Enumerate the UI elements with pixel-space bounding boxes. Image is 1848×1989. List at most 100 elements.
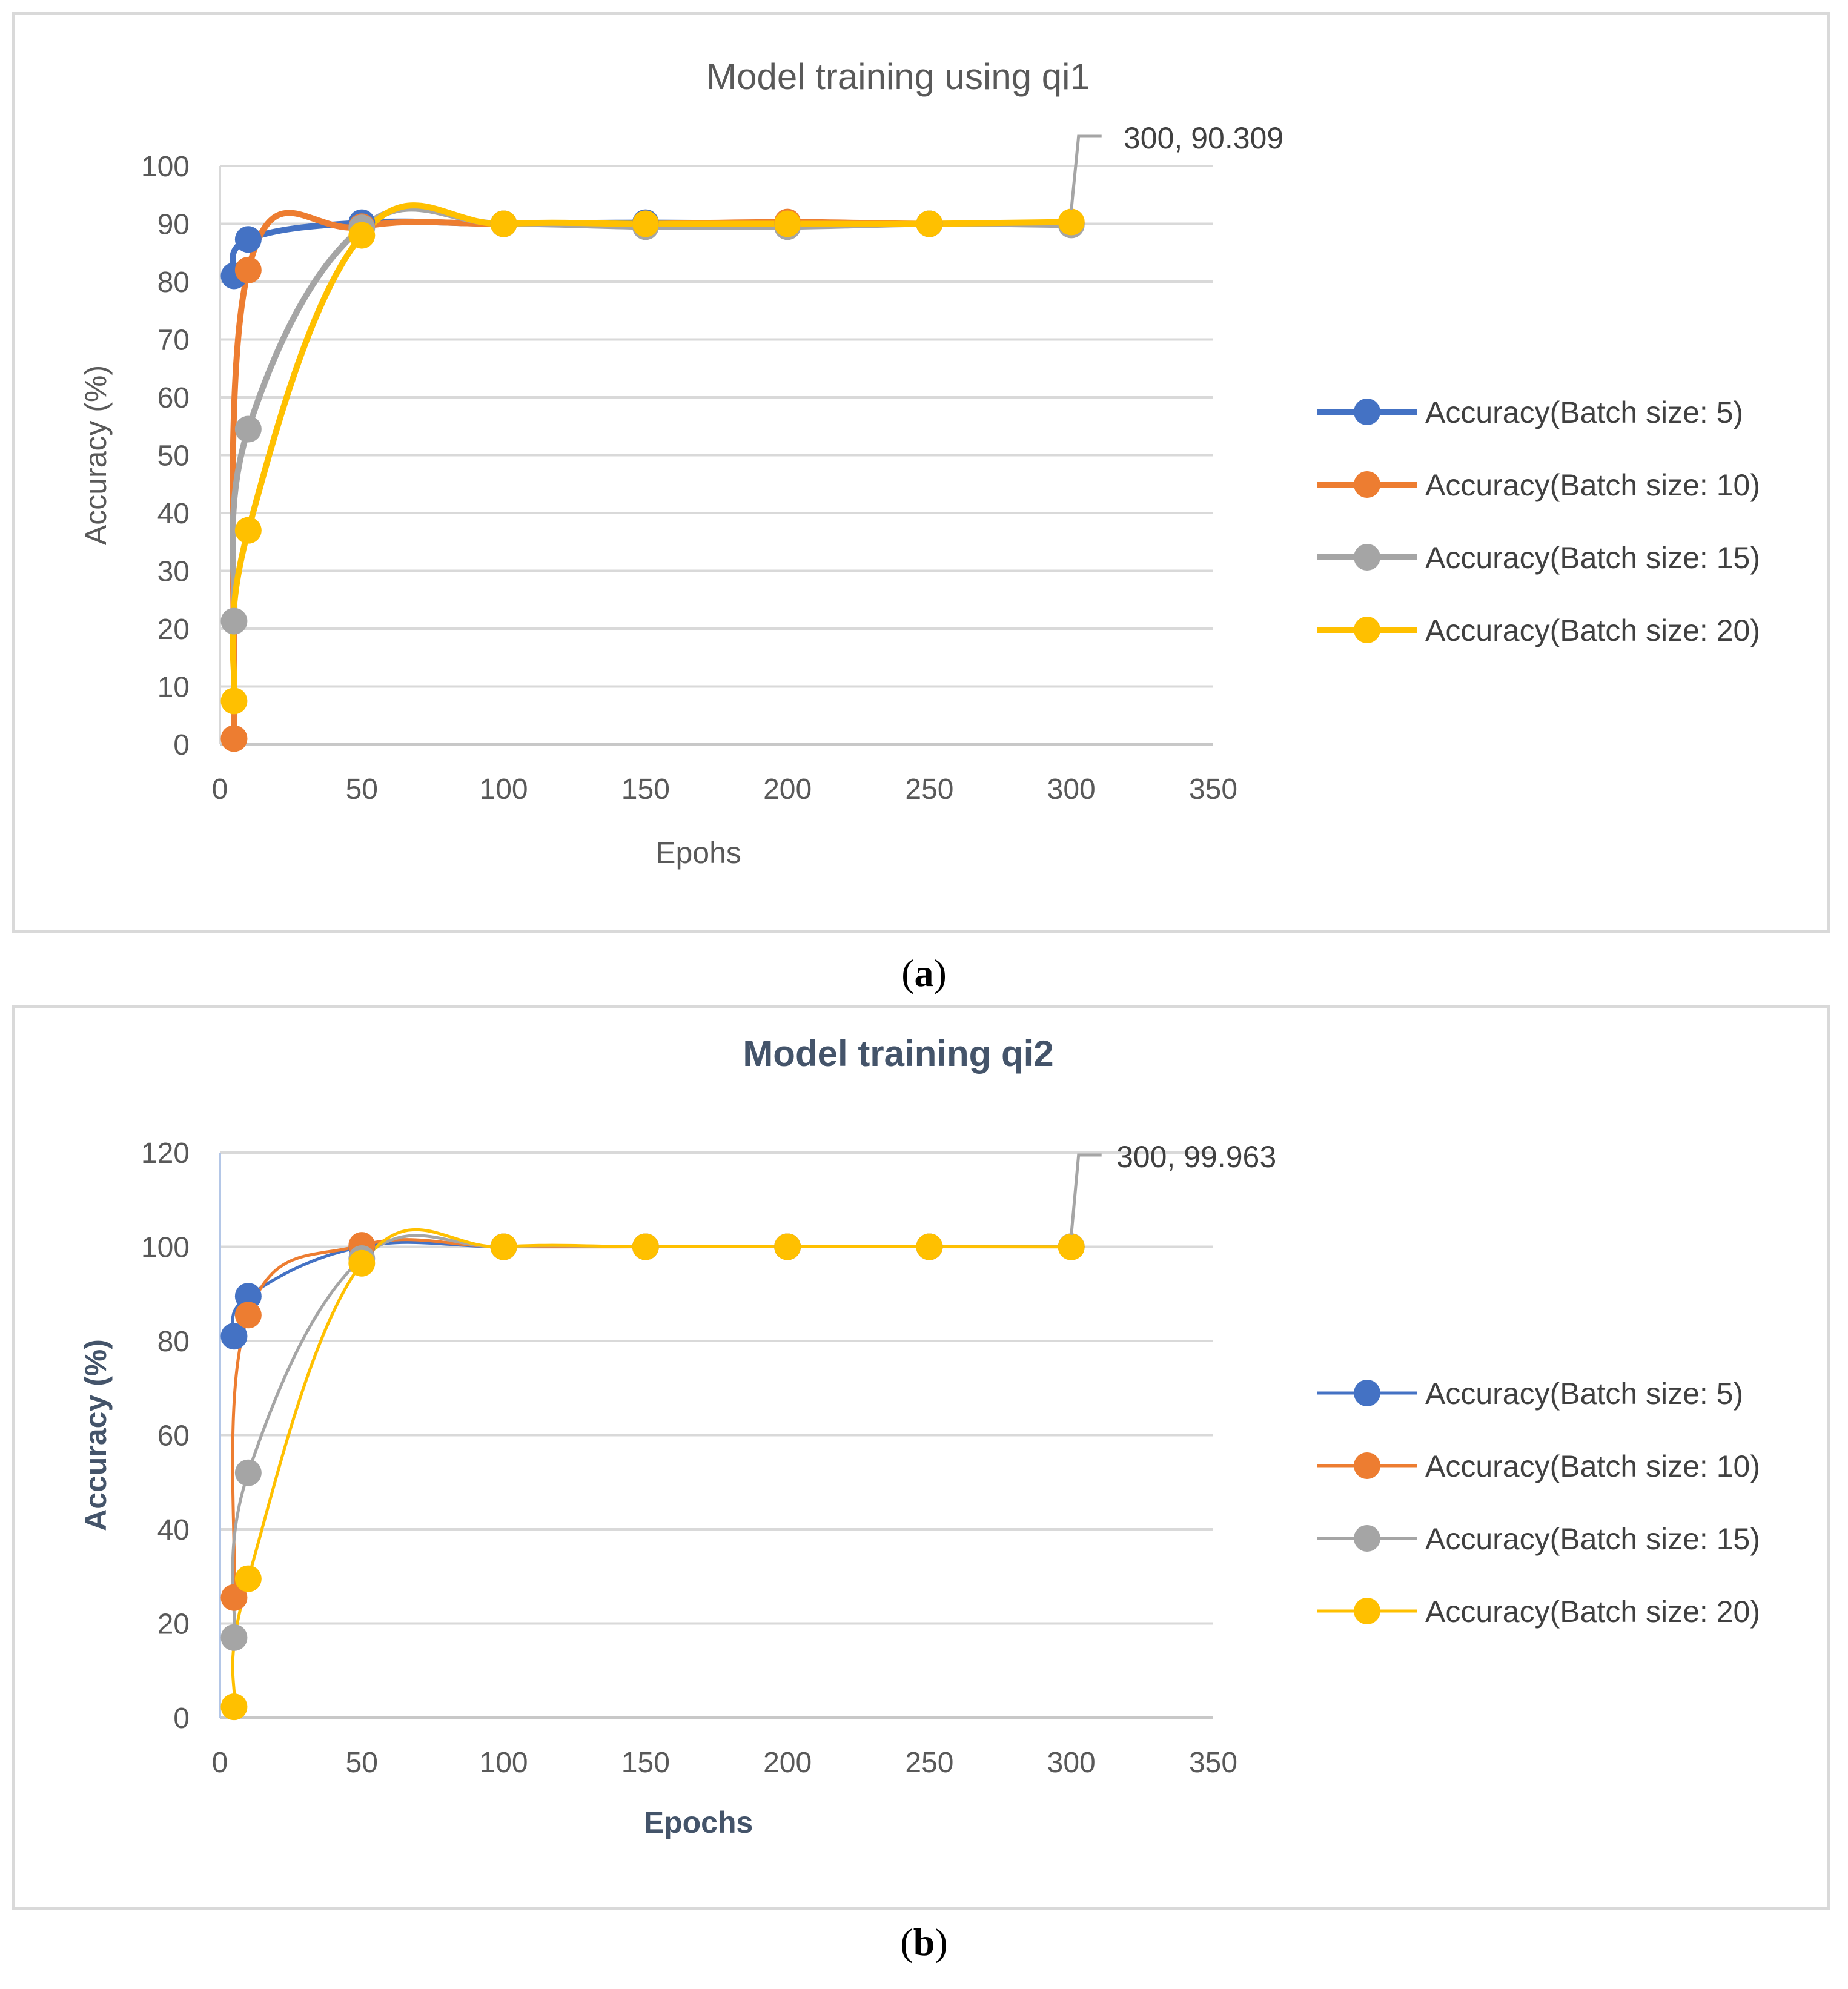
charta-legend-label: Accuracy(Batch size: 20) <box>1425 614 1760 647</box>
charta-data-point-s2 <box>220 725 248 752</box>
charta-x-axis-label: Epohs <box>655 836 741 870</box>
chartb-x-axis-label: Epochs <box>644 1805 753 1839</box>
chartb-data-point-s4 <box>774 1233 801 1260</box>
chartb-ytick-label: 100 <box>141 1232 190 1264</box>
charta-ytick-label: 0 <box>173 729 190 761</box>
chartb-legend-marker <box>1354 1380 1380 1406</box>
chartb-data-point-s4 <box>348 1249 376 1277</box>
chartb-ytick-label: 20 <box>157 1609 190 1641</box>
chartb-annotation-label: 300, 99.963 <box>1116 1140 1276 1174</box>
charta-ytick-label: 100 <box>141 151 190 183</box>
caption-b-open: ( <box>900 1921 913 1964</box>
chartb-series-line-3 <box>231 1234 1073 1640</box>
chartb-legend-label: Accuracy(Batch size: 15) <box>1425 1522 1760 1556</box>
charta-data-point-s4 <box>220 687 248 715</box>
charta-series-line-3 <box>230 205 1075 624</box>
charta-ytick-label: 60 <box>157 382 190 414</box>
charta-legend-label: Accuracy(Batch size: 5) <box>1425 395 1743 429</box>
charta-data-point-s3 <box>220 607 248 635</box>
charta-series-line-4 <box>230 202 1075 704</box>
chart-panel-b: Model training qi2 0 20 40 60 80 100 120 0 50 100 1… <box>12 1005 1830 1910</box>
chartb-data-point-s2 <box>220 1584 248 1611</box>
charta-xtick-label: 100 <box>480 773 528 806</box>
chartb-ytick-label: 120 <box>141 1137 190 1170</box>
charta-data-point-s4 <box>916 210 943 237</box>
charta-xtick-label: 150 <box>621 773 670 806</box>
chartb-data-point-s4 <box>632 1233 659 1260</box>
chartb-xtick-label: 150 <box>621 1747 670 1779</box>
chartb-legend-label: Accuracy(Batch size: 10) <box>1425 1449 1760 1483</box>
charta-xtick-label: 350 <box>1189 773 1237 806</box>
chartb-legend-marker <box>1354 1598 1380 1624</box>
charta-data-point-s3 <box>234 415 262 443</box>
charta-legend-marker <box>1354 544 1380 571</box>
chartb-ytick-label: 0 <box>173 1703 190 1735</box>
charta-ytick-label: 90 <box>157 209 190 241</box>
charta-series-line-2 <box>230 210 1075 742</box>
charta-ytick-label: 40 <box>157 498 190 530</box>
chartb-xtick-label: 300 <box>1047 1747 1096 1779</box>
chartb-data-point-s2 <box>234 1302 262 1329</box>
charta-data-point-s4 <box>1058 208 1085 236</box>
charta-ytick-label: 50 <box>157 440 190 472</box>
chartb-title: Model training qi2 <box>743 1033 1053 1074</box>
charta-data-point-s2 <box>234 256 262 283</box>
charta-ytick-label: 10 <box>157 672 190 704</box>
chart-panel-a: Model training using qi1 0 10 20 30 40 50 60 70 8… <box>12 12 1830 933</box>
chartb-xtick-label: 250 <box>905 1747 953 1779</box>
caption-a-close: ) <box>933 951 947 994</box>
chartb-data-point-s4 <box>220 1693 248 1721</box>
charta-legend-marker <box>1354 617 1380 643</box>
charta-data-point-s4 <box>490 210 517 237</box>
charta-legend-marker <box>1354 471 1380 498</box>
charta-data-point-s4 <box>234 517 262 544</box>
chartb-series-line-4 <box>231 1228 1073 1709</box>
chartb-y-axis-label: Accuracy (%) <box>79 1339 113 1531</box>
charta-data-point-s1 <box>234 226 262 253</box>
charta-ytick-label: 80 <box>157 266 190 299</box>
chartb-legend-label: Accuracy(Batch size: 20) <box>1425 1595 1760 1629</box>
chart-b: Model training qi2 0 20 40 60 80 100 120 0 50 100 1… <box>79 1033 1760 1839</box>
caption-b-letter: b <box>913 1921 935 1964</box>
chartb-data-point-s1 <box>220 1323 248 1350</box>
charta-data-point-s4 <box>774 210 801 237</box>
chartb-ytick-label: 40 <box>157 1514 190 1546</box>
caption-a: (a) <box>0 951 1848 996</box>
charta-xtick-label: 200 <box>763 773 812 806</box>
charta-data-point-s4 <box>348 222 376 249</box>
caption-b-close: ) <box>935 1921 948 1964</box>
charta-xtick-label: 250 <box>905 773 953 806</box>
charta-annotation-leader <box>1070 134 1102 210</box>
chartb-xtick-label: 0 <box>212 1747 228 1779</box>
chartb-data-point-s4 <box>1058 1233 1085 1260</box>
caption-a-open: ( <box>901 951 915 994</box>
charta-data-point-s4 <box>632 210 659 237</box>
chart-a: Model training using qi1 0 10 20 30 40 50 60 70 8… <box>79 56 1760 870</box>
charta-title: Model training using qi1 <box>706 56 1090 97</box>
charta-y-axis-label: Accuracy (%) <box>79 365 113 545</box>
charta-legend-label: Accuracy(Batch size: 10) <box>1425 468 1760 502</box>
chartb-xtick-label: 50 <box>346 1747 378 1779</box>
chartb-data-point-s3 <box>220 1624 248 1651</box>
charta-xtick-label: 300 <box>1047 773 1096 806</box>
chartb-ytick-label: 80 <box>157 1326 190 1358</box>
chartb-ytick-label: 60 <box>157 1420 190 1452</box>
chartb-data-point-s4 <box>916 1233 943 1260</box>
chartb-data-point-s3 <box>234 1459 262 1486</box>
charta-ytick-label: 20 <box>157 614 190 646</box>
charta-xtick-label: 50 <box>346 773 378 806</box>
caption-a-letter: a <box>914 951 934 994</box>
chartb-data-point-s4 <box>234 1565 262 1592</box>
charta-legend-marker <box>1354 399 1380 425</box>
chartb-series-line-2 <box>231 1238 1073 1600</box>
charta-ytick-label: 70 <box>157 325 190 357</box>
chartb-legend-label: Accuracy(Batch size: 5) <box>1425 1377 1743 1411</box>
chartb-annotation-leader <box>1070 1153 1102 1236</box>
chartb-data-point-s4 <box>490 1233 517 1260</box>
charta-xtick-label: 0 <box>212 773 228 806</box>
chartb-legend-marker <box>1354 1452 1380 1479</box>
charta-legend-label: Accuracy(Batch size: 15) <box>1425 541 1760 575</box>
caption-b: (b) <box>0 1920 1848 1965</box>
chartb-xtick-label: 350 <box>1189 1747 1237 1779</box>
chartb-legend-marker <box>1354 1525 1380 1552</box>
